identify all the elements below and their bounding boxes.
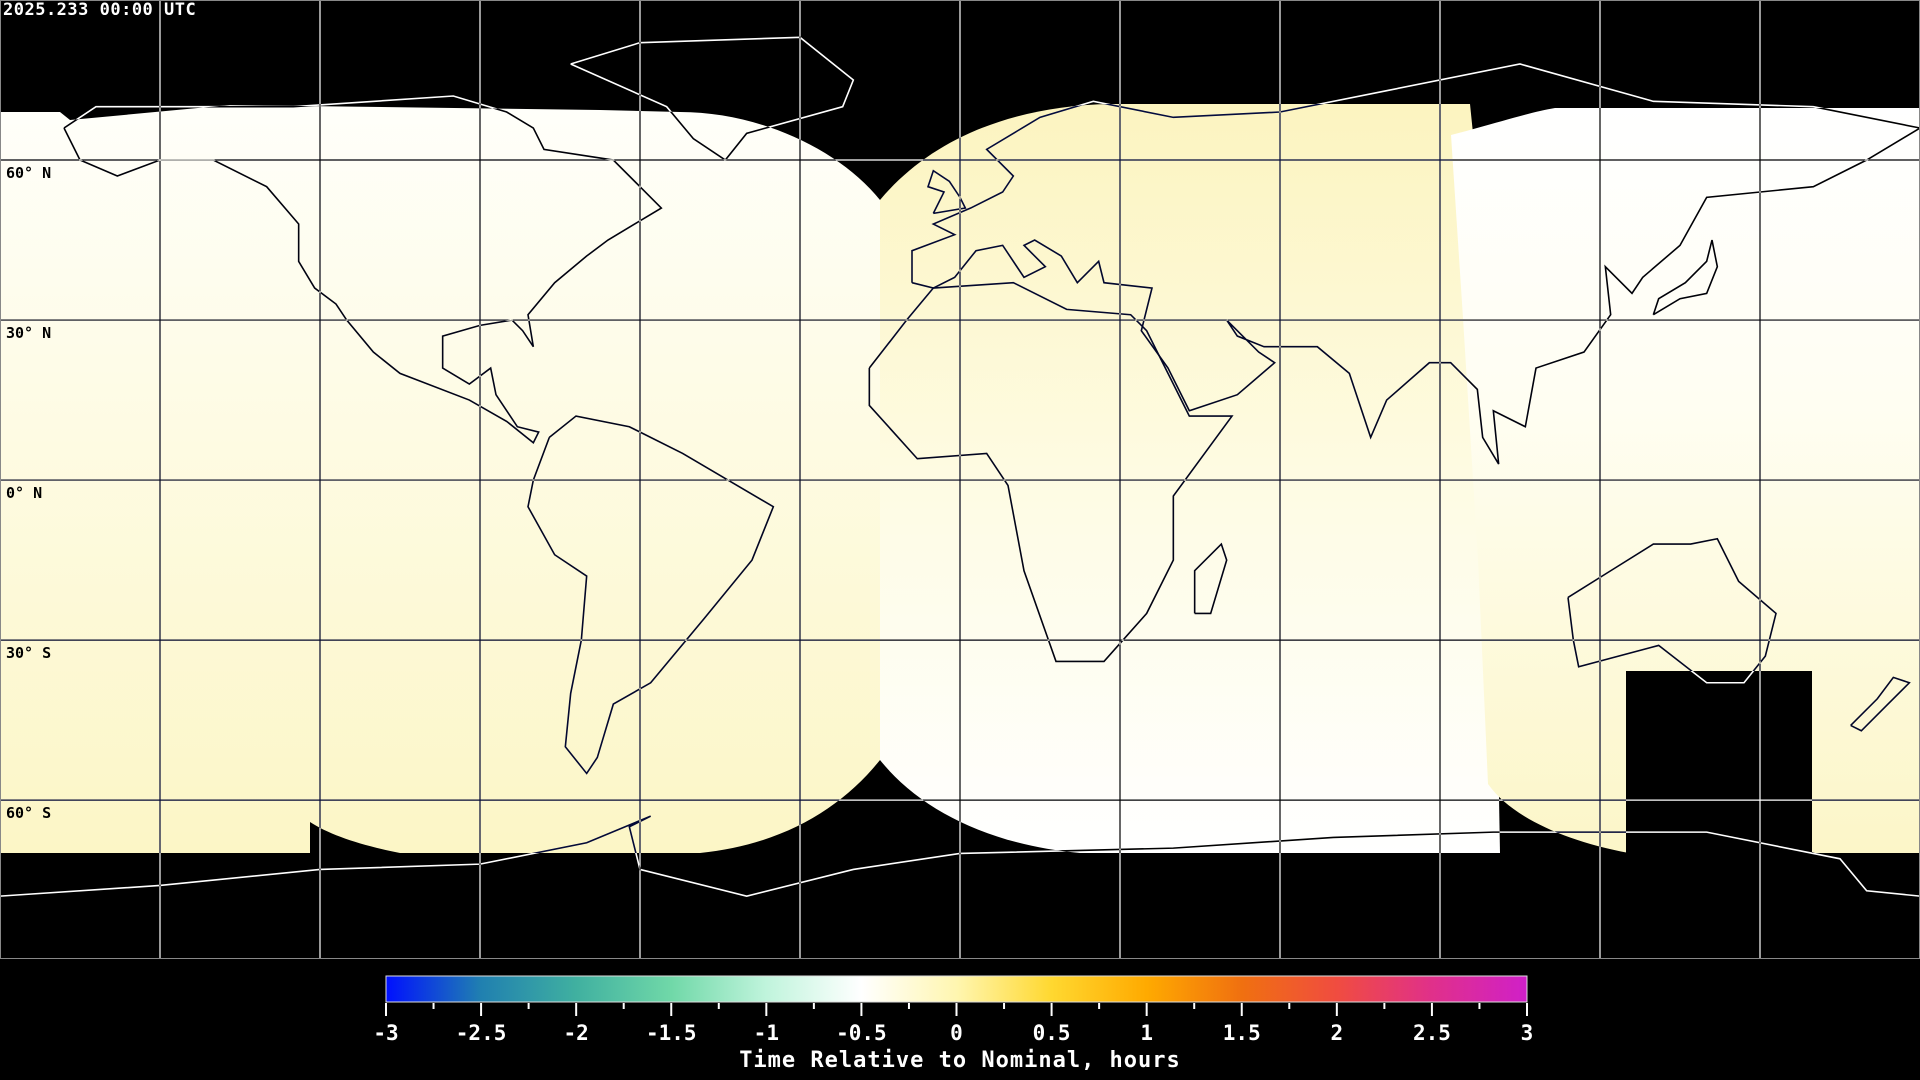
coverage-region-central bbox=[880, 104, 1500, 853]
colorbar-tick-label: 2.5 bbox=[1413, 1021, 1451, 1045]
coastline-africa bbox=[868, 281, 1234, 663]
colorbar-tick-label: -2 bbox=[564, 1021, 589, 1045]
timestamp-label: 2025.233 00:00 UTC bbox=[3, 0, 197, 20]
colorbar-tick-label: -2.5 bbox=[456, 1021, 507, 1045]
graticule bbox=[0, 0, 1920, 958]
colorbar-tick-label: 0 bbox=[950, 1021, 963, 1045]
lat-label-30n: 30° N bbox=[6, 324, 52, 342]
coastline-madagascar bbox=[1193, 542, 1228, 615]
no-data-block bbox=[1626, 671, 1812, 853]
coastline-australia bbox=[1567, 537, 1777, 684]
colorbar-tick-label: 1.5 bbox=[1223, 1021, 1261, 1045]
coastline-great-britain bbox=[926, 169, 967, 215]
colorbar-gradient bbox=[385, 975, 1528, 1003]
colorbar: -3 -2.5 -2 -1.5 -1 -0.5 0 0.5 1 1.5 2 2.5 3 bbox=[373, 975, 1533, 1045]
colorbar-tick-label: -0.5 bbox=[836, 1021, 887, 1045]
lat-label-60s: 60° S bbox=[6, 804, 52, 822]
coastline-greenland bbox=[570, 36, 855, 162]
lat-label-0n: 0° N bbox=[6, 484, 43, 502]
colorbar-ticks: -3 -2.5 -2 -1.5 -1 -0.5 0 0.5 1 1.5 2 2.5 3 bbox=[373, 1003, 1533, 1045]
world-map bbox=[0, 0, 1920, 958]
coverage-region-west bbox=[0, 105, 880, 853]
colorbar-tick-label: -1 bbox=[754, 1021, 779, 1045]
colorbar-tick-label: -3 bbox=[373, 1021, 398, 1045]
colorbar-tick-label: 2 bbox=[1331, 1021, 1344, 1045]
lat-label-60n: 60° N bbox=[6, 164, 52, 182]
coastline-new-zealand bbox=[1850, 676, 1911, 732]
coastline-south-america bbox=[527, 415, 775, 775]
colorbar-tick-label: -1.5 bbox=[646, 1021, 697, 1045]
colorbar-tick-label: 0.5 bbox=[1033, 1021, 1071, 1045]
colorbar-tick-label: 1 bbox=[1140, 1021, 1153, 1045]
coastline-japan bbox=[1652, 239, 1719, 316]
coastline-north-america bbox=[63, 95, 663, 444]
colorbar-tick-label: 3 bbox=[1521, 1021, 1534, 1045]
coastline-eurasia bbox=[911, 63, 1920, 465]
lat-label-30s: 30° S bbox=[6, 644, 52, 662]
colorbar-title: Time Relative to Nominal, hours bbox=[739, 1048, 1181, 1073]
